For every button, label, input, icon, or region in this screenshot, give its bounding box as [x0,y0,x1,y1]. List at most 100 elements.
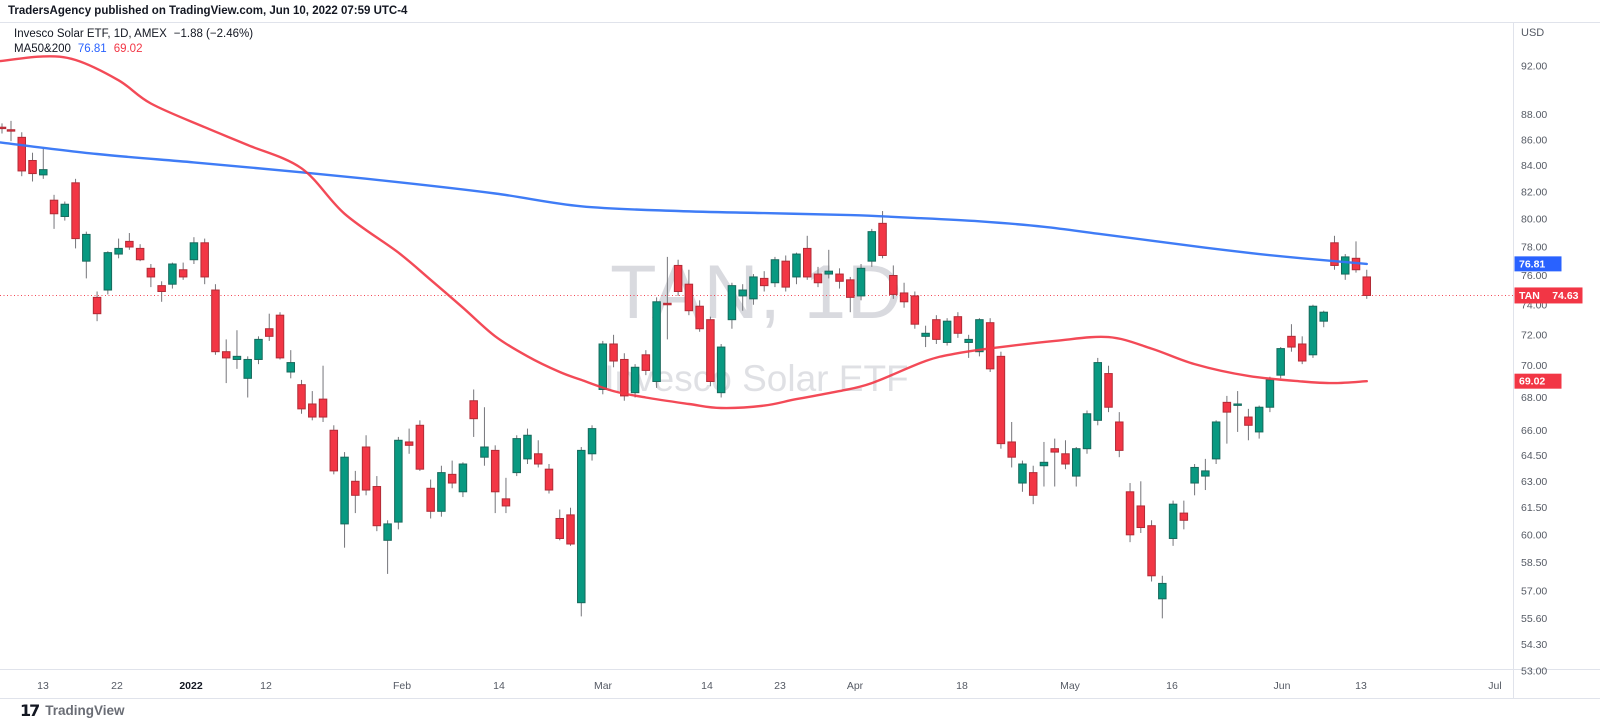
ma-blue-price-badge: 76.81 [1514,256,1562,272]
candle-body [1287,335,1296,348]
price-tick-label: 57.00 [1521,586,1547,598]
candle-body [1039,461,1049,467]
time-tick-label: 16 [1166,680,1178,692]
price-tick-label: 54.30 [1521,639,1547,651]
candle-body [1319,311,1328,322]
candle-body [286,362,296,373]
candle-body [1071,448,1081,477]
candle-body [458,463,468,493]
ma-blue-value: 76.81 [77,43,107,55]
price-tick-label: 92.00 [1521,60,1547,72]
price-axis[interactable]: USD 92.00 88.00 86.00 84.00 82.00 80.00 78.00 76… [1514,27,1583,677]
candle-body [523,434,532,460]
candle-body [49,199,59,215]
candle-body [254,338,263,360]
candle-body [533,453,543,465]
candle-body [835,273,844,282]
candle-body [426,487,435,512]
candle-body [82,233,91,262]
candle-body [1061,453,1070,465]
time-tick-label: 12 [260,680,272,692]
time-tick-label: 2022 [179,680,203,692]
candle-body [1222,401,1232,413]
time-tick-label: 14 [701,680,713,692]
candle-body [232,355,242,360]
candle-body [512,438,521,474]
candle-body [544,468,554,491]
time-tick-label: 14 [493,680,505,692]
candle-body [1211,421,1221,460]
candle-body [501,498,511,507]
candle-body [6,129,16,132]
candle-body [1276,348,1285,376]
candle-body [318,398,328,418]
badge-background [1514,373,1562,389]
candle-body [28,159,37,175]
legend-indicator-row: MA50&200 76.81 69.02 [14,42,253,56]
candle-body [856,267,866,297]
price-tick-label: 72.00 [1521,329,1547,341]
tradingview-logo-icon: 17 [20,700,40,720]
publish-header: TradersAgency published on TradingView.c… [8,0,407,22]
time-axis[interactable]: 13 22 2022 12 Feb 14 Mar 14 23 Apr 18 May 16 Jun 13 Jul [37,680,1502,692]
candle-body [1018,463,1027,484]
legend-symbol-row: Invesco Solar ETF, 1D, AMEX −1.88 (−2.46%… [14,27,253,41]
ma-indicator-label[interactable]: MA50&200 [14,43,71,55]
tradingview-logo-text: TradingView [45,702,125,718]
time-tick-label: 23 [774,680,786,692]
candle-body [953,316,963,334]
price-tick-label: 63.00 [1521,476,1547,488]
candle-body [566,514,575,545]
candle-body [92,296,102,315]
time-tick-label: 13 [37,680,49,692]
price-tick-label: 76.00 [1521,270,1547,282]
candle-body [770,259,780,284]
tradingview-logo[interactable]: 17 TradingView [20,700,125,720]
time-tick-label: Mar [594,680,613,692]
ma-red-line [0,55,1368,410]
candle-body [1340,256,1350,275]
price-change: −1.88 (−2.46%) [173,28,254,40]
candle-body [146,267,156,278]
chart-legend: Invesco Solar ETF, 1D, AMEX −1.88 (−2.46%… [14,27,253,57]
candle-body [1007,441,1016,458]
candle-body [846,279,855,298]
candle-body [1265,379,1275,408]
candle-body [71,182,80,240]
candle-body [361,446,371,491]
price-tick-label: 61.50 [1521,502,1547,514]
symbol-description[interactable]: Invesco Solar ETF, 1D, AMEX [14,28,167,40]
badge-background [1514,256,1562,272]
candle-body [1254,406,1264,433]
publish-text: TradersAgency published on TradingView.c… [8,5,408,17]
candle-body [1125,491,1135,536]
candle-body [727,285,737,321]
time-tick-label: Jun [1274,680,1291,692]
time-tick-label: May [1060,680,1081,692]
candlestick-series [0,120,1372,619]
candle-body [620,358,629,397]
ma-red-price-badge: 69.02 [1514,373,1562,389]
candle-body [437,472,446,512]
time-tick-label: Feb [393,680,411,692]
candle-body [1050,448,1059,453]
price-tick-label: 64.50 [1521,450,1547,462]
time-tick-label: Jul [1488,680,1501,692]
candle-body [910,295,920,325]
candle-body [1136,505,1146,529]
price-tick-label: 53.00 [1521,665,1547,677]
candle-body [555,517,565,539]
candle-body [340,456,349,525]
candle-body [0,126,7,130]
badge-price-text: 69.02 [1519,376,1545,388]
candle-body [1297,343,1307,362]
candle-body [975,319,984,353]
price-tick-label: 84.00 [1521,160,1547,172]
candle-body [867,231,877,262]
candle-body [297,384,306,410]
candle-body [942,320,952,343]
candle-body [221,351,231,359]
badge-background [1514,287,1583,304]
